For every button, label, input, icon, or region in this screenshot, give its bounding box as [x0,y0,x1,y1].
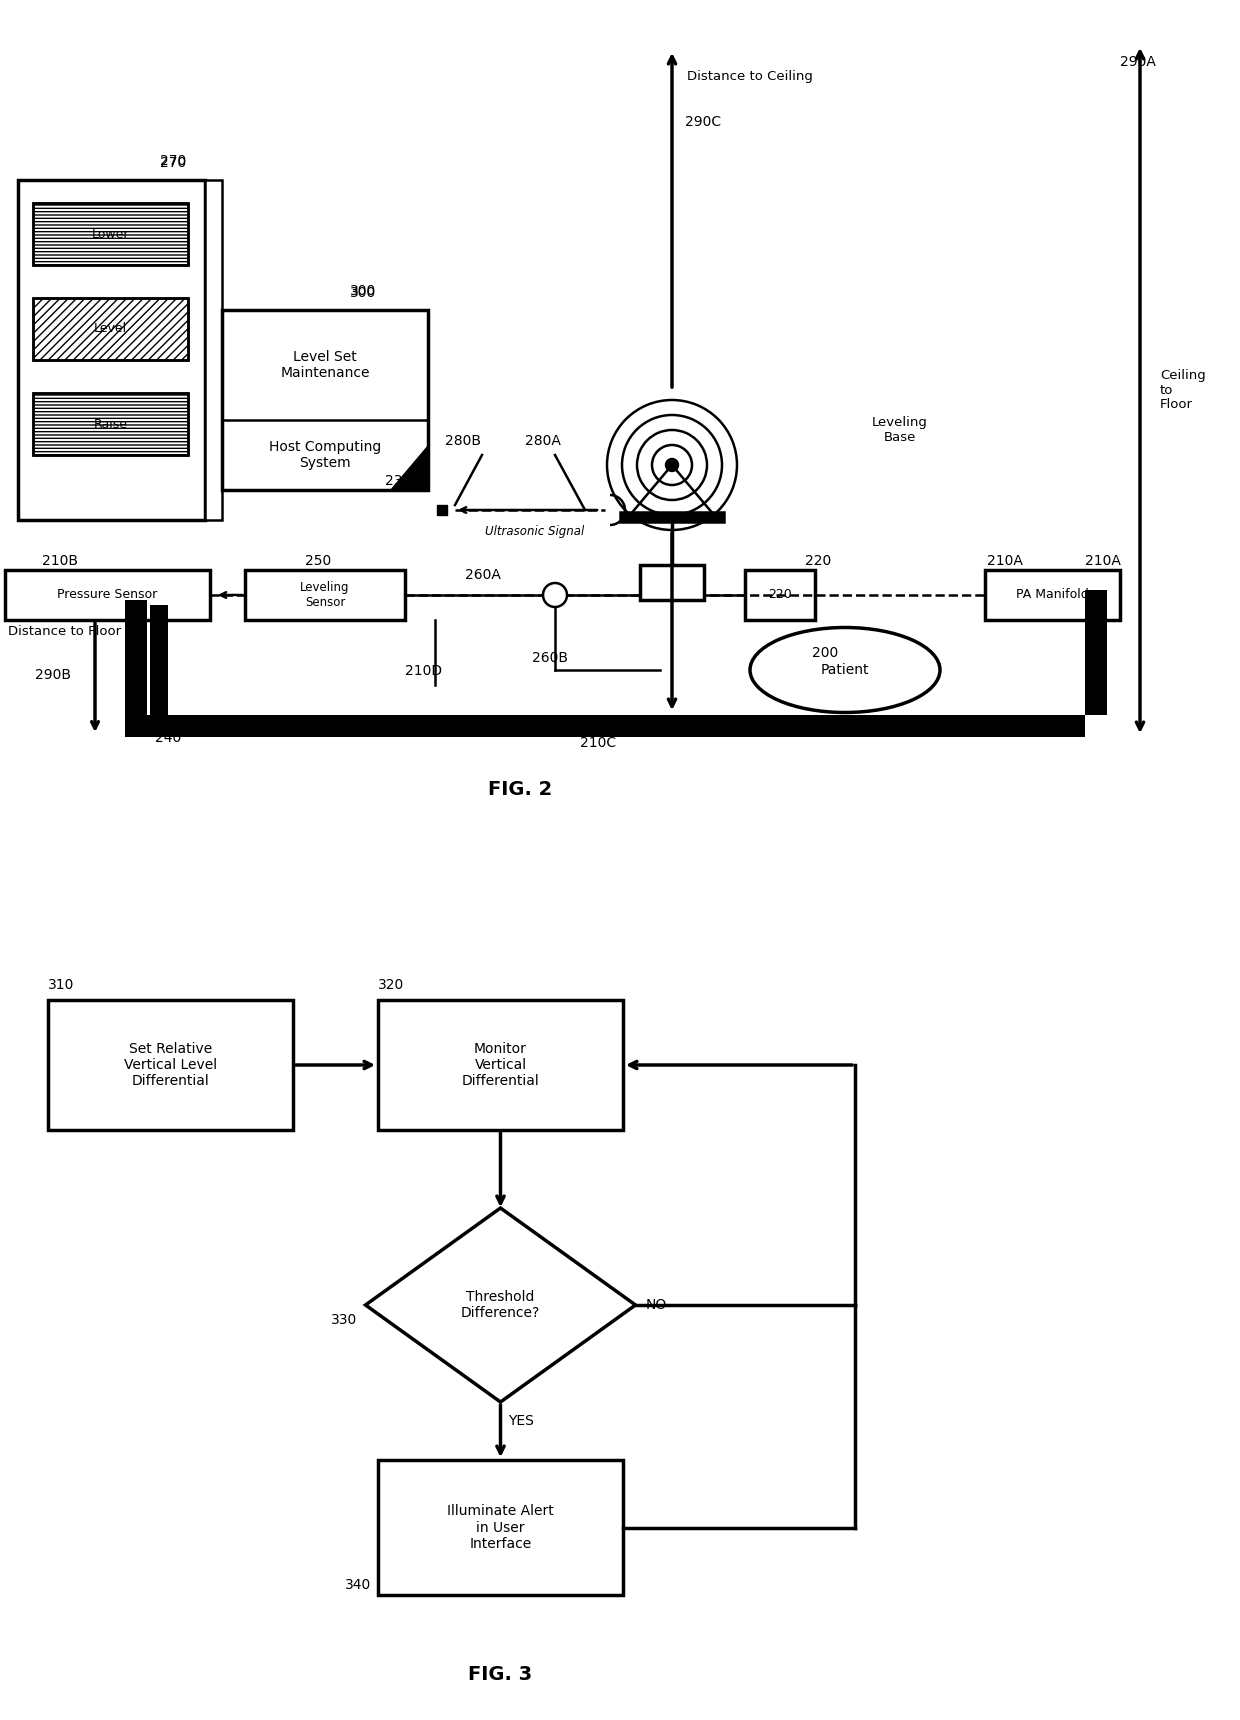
FancyBboxPatch shape [620,513,724,521]
Text: 290B: 290B [35,667,71,683]
Text: 280A: 280A [525,433,560,447]
Text: Monitor
Vertical
Differential: Monitor Vertical Differential [461,1042,539,1089]
FancyBboxPatch shape [1085,590,1107,716]
Text: NO: NO [646,1299,667,1312]
Text: 340: 340 [345,1577,371,1593]
Text: Raise: Raise [93,418,128,430]
Text: Pressure Sensor: Pressure Sensor [57,588,157,602]
Text: 230: 230 [384,475,412,488]
Text: 260B: 260B [532,650,568,666]
Text: Lower: Lower [92,227,129,241]
FancyBboxPatch shape [48,999,293,1130]
Circle shape [543,583,567,607]
Text: 250: 250 [305,554,331,568]
Text: 210D: 210D [405,664,443,678]
FancyBboxPatch shape [640,564,704,600]
FancyBboxPatch shape [985,569,1120,619]
Text: Level Set
Maintenance: Level Set Maintenance [280,349,370,380]
Text: Distance to Floor: Distance to Floor [7,624,122,638]
Text: 300: 300 [350,286,376,299]
FancyBboxPatch shape [33,203,188,265]
Polygon shape [630,464,714,514]
Text: 310: 310 [48,979,74,992]
Text: Ultrasonic Signal: Ultrasonic Signal [485,525,584,538]
Text: 330: 330 [331,1312,357,1328]
Polygon shape [366,1207,635,1402]
FancyBboxPatch shape [378,999,622,1130]
Text: Distance to Ceiling: Distance to Ceiling [687,71,813,83]
Text: Leveling
Base: Leveling Base [872,416,928,444]
Text: Threshold
Difference?: Threshold Difference? [461,1290,541,1319]
Text: 280B: 280B [445,433,481,447]
Text: Set Relative
Vertical Level
Differential: Set Relative Vertical Level Differential [124,1042,217,1089]
FancyBboxPatch shape [19,181,205,519]
FancyBboxPatch shape [205,181,222,519]
Text: 300: 300 [350,284,376,298]
Polygon shape [391,445,428,490]
FancyBboxPatch shape [5,569,210,619]
FancyBboxPatch shape [33,392,188,456]
FancyBboxPatch shape [150,605,167,736]
Text: 290A: 290A [1120,55,1156,69]
Text: Leveling
Sensor: Leveling Sensor [300,581,350,609]
Text: Host Computing
System: Host Computing System [269,440,381,470]
Text: 270: 270 [160,155,186,169]
Text: 210A: 210A [1085,554,1121,568]
Text: FIG. 2: FIG. 2 [487,781,552,800]
Text: 240: 240 [155,731,181,745]
FancyBboxPatch shape [222,310,428,490]
Text: 290C: 290C [684,115,722,129]
Text: YES: YES [508,1414,534,1428]
Text: 210C: 210C [580,736,616,750]
Text: 220: 220 [768,588,792,602]
Text: Ceiling
to
Floor: Ceiling to Floor [1159,368,1205,411]
FancyBboxPatch shape [125,716,1085,736]
Text: 220: 220 [805,554,831,568]
Text: 320: 320 [378,979,404,992]
Text: 210B: 210B [42,554,78,568]
FancyBboxPatch shape [246,569,405,619]
Circle shape [666,459,678,471]
Text: 210A: 210A [987,554,1023,568]
Text: Illuminate Alert
in User
Interface: Illuminate Alert in User Interface [448,1505,554,1551]
Text: 260A: 260A [465,568,501,581]
Text: PA Manifold: PA Manifold [1016,588,1089,602]
FancyBboxPatch shape [745,569,815,619]
Text: Patient: Patient [821,662,869,678]
Text: Level: Level [94,323,126,335]
FancyBboxPatch shape [125,600,148,716]
Text: 270: 270 [160,157,186,170]
FancyBboxPatch shape [33,298,188,359]
Text: 200: 200 [812,647,838,660]
FancyBboxPatch shape [378,1460,622,1594]
Ellipse shape [750,628,940,712]
Text: FIG. 3: FIG. 3 [467,1665,532,1684]
